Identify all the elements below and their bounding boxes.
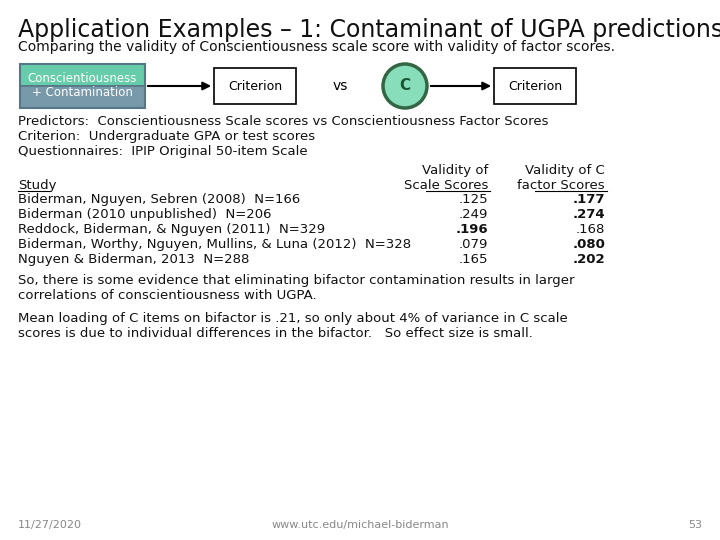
Text: .080: .080 bbox=[572, 238, 605, 251]
Text: Validity of: Validity of bbox=[422, 164, 488, 177]
Text: Predictors:  Conscientiousness Scale scores vs Conscientiousness Factor Scores: Predictors: Conscientiousness Scale scor… bbox=[18, 115, 549, 128]
Text: .125: .125 bbox=[459, 193, 488, 206]
Text: Nguyen & Biderman, 2013  N=288: Nguyen & Biderman, 2013 N=288 bbox=[18, 253, 249, 266]
Text: correlations of conscientiousness with UGPA.: correlations of conscientiousness with U… bbox=[18, 289, 317, 302]
Text: Criterion: Criterion bbox=[228, 79, 282, 92]
FancyBboxPatch shape bbox=[20, 86, 145, 108]
Text: 53: 53 bbox=[688, 520, 702, 530]
Text: Questionnaires:  IPIP Original 50-item Scale: Questionnaires: IPIP Original 50-item Sc… bbox=[18, 145, 307, 158]
Text: Biderman, Nguyen, Sebren (2008)  N=166: Biderman, Nguyen, Sebren (2008) N=166 bbox=[18, 193, 300, 206]
Text: + Contamination: + Contamination bbox=[32, 86, 133, 99]
Text: Criterion:  Undergraduate GPA or test scores: Criterion: Undergraduate GPA or test sco… bbox=[18, 130, 315, 143]
Text: .177: .177 bbox=[572, 193, 605, 206]
Text: Validity of C: Validity of C bbox=[526, 164, 605, 177]
Text: .202: .202 bbox=[572, 253, 605, 266]
Text: Mean loading of C items on bifactor is .21, so only about 4% of variance in C sc: Mean loading of C items on bifactor is .… bbox=[18, 312, 568, 325]
Text: vs: vs bbox=[333, 79, 348, 93]
Text: Application Examples – 1: Contaminant of UGPA predictions: Application Examples – 1: Contaminant of… bbox=[18, 18, 720, 42]
FancyBboxPatch shape bbox=[20, 64, 145, 86]
Text: .165: .165 bbox=[459, 253, 488, 266]
Text: .274: .274 bbox=[572, 208, 605, 221]
Text: 11/27/2020: 11/27/2020 bbox=[18, 520, 82, 530]
Text: .168: .168 bbox=[575, 223, 605, 236]
Text: C: C bbox=[400, 78, 410, 93]
Text: .196: .196 bbox=[455, 223, 488, 236]
Text: So, there is some evidence that eliminating bifactor contamination results in la: So, there is some evidence that eliminat… bbox=[18, 274, 575, 287]
Text: Biderman (2010 unpublished)  N=206: Biderman (2010 unpublished) N=206 bbox=[18, 208, 271, 221]
Text: factor Scores: factor Scores bbox=[518, 179, 605, 192]
Text: www.utc.edu/michael-biderman: www.utc.edu/michael-biderman bbox=[271, 520, 449, 530]
FancyBboxPatch shape bbox=[494, 68, 576, 104]
Text: Comparing the validity of Conscientiousness scale score with validity of factor : Comparing the validity of Conscientiousn… bbox=[18, 40, 615, 54]
Text: .249: .249 bbox=[459, 208, 488, 221]
Circle shape bbox=[383, 64, 427, 108]
Text: Study: Study bbox=[18, 179, 56, 192]
FancyBboxPatch shape bbox=[214, 68, 296, 104]
Text: scores is due to individual differences in the bifactor.   So effect size is sma: scores is due to individual differences … bbox=[18, 327, 533, 340]
Text: .079: .079 bbox=[459, 238, 488, 251]
Text: Biderman, Worthy, Nguyen, Mullins, & Luna (2012)  N=328: Biderman, Worthy, Nguyen, Mullins, & Lun… bbox=[18, 238, 411, 251]
Text: Scale Scores: Scale Scores bbox=[404, 179, 488, 192]
Text: Criterion: Criterion bbox=[508, 79, 562, 92]
Text: Reddock, Biderman, & Nguyen (2011)  N=329: Reddock, Biderman, & Nguyen (2011) N=329 bbox=[18, 223, 325, 236]
Text: Conscientiousness: Conscientiousness bbox=[28, 72, 138, 85]
